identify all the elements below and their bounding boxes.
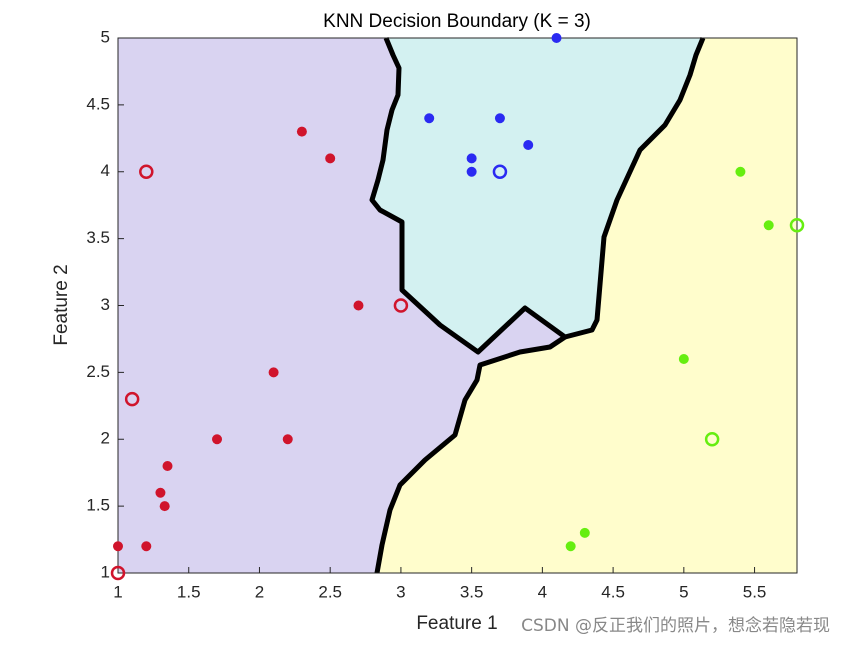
test-point xyxy=(110,565,126,581)
x-tick-label: 5 xyxy=(679,582,688,601)
y-tick-label: 4.5 xyxy=(86,94,110,113)
test-point xyxy=(124,391,140,407)
train-point xyxy=(424,113,435,124)
chart-title: KNN Decision Boundary (K = 3) xyxy=(323,11,591,32)
train-point xyxy=(141,541,152,552)
x-tick-label: 3.5 xyxy=(460,582,484,601)
train-point xyxy=(212,434,223,445)
x-tick-label: 5.5 xyxy=(743,582,767,601)
decision-boundary xyxy=(374,334,567,574)
y-tick-label: 3 xyxy=(101,295,110,314)
train-point xyxy=(763,220,774,231)
y-tick-label: 2.5 xyxy=(86,362,110,381)
region-class-3 xyxy=(377,38,797,573)
decision-boundary xyxy=(369,37,706,355)
train-point xyxy=(466,166,477,177)
train-point xyxy=(678,354,689,364)
train-point xyxy=(325,153,336,164)
train-point xyxy=(579,527,590,538)
x-tick-label: 1.5 xyxy=(177,582,201,601)
test-point xyxy=(139,164,154,179)
x-tick-label: 4.5 xyxy=(601,582,625,601)
test-point xyxy=(393,298,409,313)
train-point xyxy=(523,140,534,150)
train-point xyxy=(162,461,173,471)
test-point xyxy=(492,164,508,179)
train-point xyxy=(551,33,562,43)
train-point xyxy=(353,300,364,311)
y-tick-label: 5 xyxy=(101,27,110,46)
train-point xyxy=(268,367,279,378)
x-tick-label: 2.5 xyxy=(318,582,342,601)
region-class-1 xyxy=(118,38,565,573)
y-tick-label: 2 xyxy=(101,429,110,448)
region-class-2 xyxy=(372,38,703,352)
test-point xyxy=(789,218,805,233)
train-point xyxy=(466,153,477,164)
x-axis-label: Feature 1 xyxy=(416,613,497,634)
x-tick-label: 3 xyxy=(396,582,405,601)
y-tick-label: 1 xyxy=(101,562,110,581)
train-point xyxy=(565,541,576,552)
train-point xyxy=(155,487,166,498)
test-point xyxy=(704,432,720,447)
train-point xyxy=(113,541,123,552)
y-tick-label: 1.5 xyxy=(86,496,110,515)
y-tick-label: 3.5 xyxy=(86,228,110,247)
x-tick-label: 1 xyxy=(113,582,122,601)
x-tick-label: 2 xyxy=(255,582,264,601)
decision-regions xyxy=(118,37,797,574)
train-point xyxy=(296,126,307,137)
train-point xyxy=(735,166,746,177)
y-tick-label: 4 xyxy=(101,161,110,180)
train-point xyxy=(494,113,505,124)
train-point xyxy=(159,501,170,512)
train-point xyxy=(282,434,293,445)
watermark: CSDN @反正我们的照片，想念若隐若现 xyxy=(521,615,830,636)
y-axis-label: Feature 2 xyxy=(51,264,72,345)
x-tick-label: 4 xyxy=(538,582,547,601)
